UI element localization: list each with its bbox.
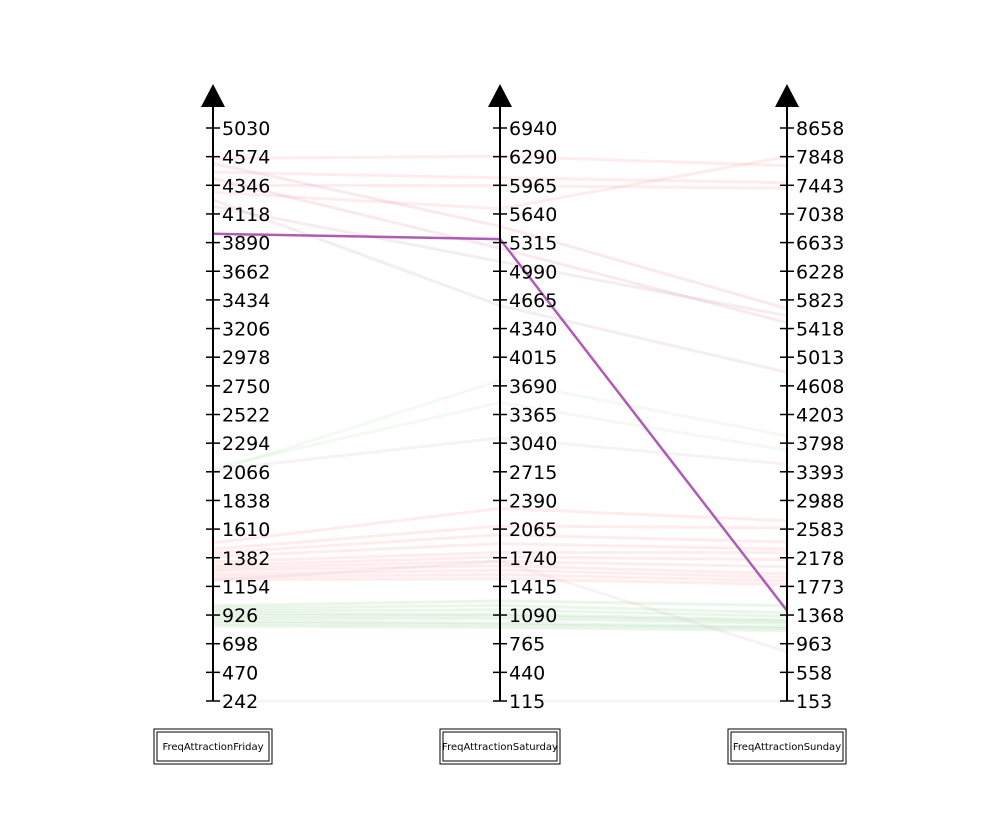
- axis-arrow-icon: [775, 84, 799, 107]
- axis-name: FreqAttractionSaturday: [442, 742, 558, 753]
- tick-label: 440: [509, 662, 545, 684]
- tick-label: 5640: [509, 204, 557, 226]
- tick-label: 926: [222, 605, 258, 627]
- axis-name-box-inner: [442, 731, 558, 762]
- tick-label: 3434: [222, 290, 270, 312]
- tick-label: 6228: [796, 261, 844, 283]
- tick-label: 5030: [222, 118, 270, 140]
- tick-label: 4574: [222, 147, 270, 169]
- tick-label: 3393: [796, 462, 844, 484]
- axes: 242 470 698 926 1154 1382 1610 1838 2066 2294 2522…: [153, 84, 847, 765]
- tick-label: 153: [796, 691, 832, 713]
- tick-label: 2583: [796, 519, 844, 541]
- tick-label: 1368: [796, 605, 844, 627]
- tick-label: 7443: [796, 175, 844, 197]
- tick-label: 2294: [222, 433, 270, 455]
- tick-label: 4340: [509, 319, 557, 341]
- tick-label: 3040: [509, 433, 557, 455]
- tick-label: 1415: [509, 576, 557, 598]
- tick-label: 1154: [222, 576, 270, 598]
- tick-label: 4665: [509, 290, 557, 312]
- tick-label: 4118: [222, 204, 270, 226]
- tick-label: 5965: [509, 175, 557, 197]
- tick-label: 7848: [796, 147, 844, 169]
- tick-label: 4015: [509, 347, 557, 369]
- tick-label: 2178: [796, 548, 844, 570]
- tick-label: 3206: [222, 319, 270, 341]
- axis-arrow-icon: [201, 84, 225, 107]
- tick-label: 6940: [509, 118, 557, 140]
- tick-label: 5315: [509, 233, 557, 255]
- tick-label: 5013: [796, 347, 844, 369]
- axis-FreqAttractionSaturday: 115 440 765 1090 1415 1740 2065 2390 2715 3040 336…: [439, 84, 561, 765]
- tick-label: 1773: [796, 576, 844, 598]
- tick-label: 6633: [796, 233, 844, 255]
- tick-label: 470: [222, 662, 258, 684]
- tick-label: 1740: [509, 548, 557, 570]
- axis-name-box-inner: [156, 731, 270, 762]
- tick-label: 1610: [222, 519, 270, 541]
- tick-label: 963: [796, 634, 832, 656]
- tick-label: 2988: [796, 490, 844, 512]
- axis-FreqAttractionFriday: 242 470 698 926 1154 1382 1610 1838 2066 2294 2522…: [153, 84, 273, 765]
- tick-label: 2065: [509, 519, 557, 541]
- tick-label: 765: [509, 634, 545, 656]
- tick-label: 2390: [509, 490, 557, 512]
- axis-name: FreqAttractionFriday: [162, 742, 263, 753]
- tick-label: 2750: [222, 376, 270, 398]
- tick-label: 2522: [222, 405, 270, 427]
- axis-name-box-inner: [730, 731, 844, 762]
- axis-FreqAttractionSunday: 153 558 963 1368 1773 2178 2583 2988 3393 3798 420…: [727, 84, 847, 765]
- tick-label: 5823: [796, 290, 844, 312]
- tick-label: 8658: [796, 118, 844, 140]
- tick-label: 1838: [222, 490, 270, 512]
- tick-label: 2066: [222, 462, 270, 484]
- tick-label: 1090: [509, 605, 557, 627]
- axis-name-box: [727, 728, 847, 765]
- axis-name: FreqAttractionSunday: [733, 742, 841, 753]
- tick-label: 3662: [222, 261, 270, 283]
- tick-label: 4203: [796, 405, 844, 427]
- tick-label: 2715: [509, 462, 557, 484]
- axis-arrow-icon: [488, 84, 512, 107]
- tick-label: 115: [509, 691, 545, 713]
- tick-label: 6290: [509, 147, 557, 169]
- tick-label: 558: [796, 662, 832, 684]
- tick-label: 3365: [509, 405, 557, 427]
- tick-label: 4608: [796, 376, 844, 398]
- tick-label: 3890: [222, 233, 270, 255]
- tick-label: 7038: [796, 204, 844, 226]
- tick-label: 242: [222, 691, 258, 713]
- tick-label: 698: [222, 634, 258, 656]
- axis-name-box: [439, 728, 561, 765]
- tick-label: 3798: [796, 433, 844, 455]
- tick-label: 5418: [796, 319, 844, 341]
- tick-label: 2978: [222, 347, 270, 369]
- tick-label: 4990: [509, 261, 557, 283]
- tick-label: 4346: [222, 175, 270, 197]
- tick-label: 1382: [222, 548, 270, 570]
- axis-name-box: [153, 728, 273, 765]
- tick-label: 3690: [509, 376, 557, 398]
